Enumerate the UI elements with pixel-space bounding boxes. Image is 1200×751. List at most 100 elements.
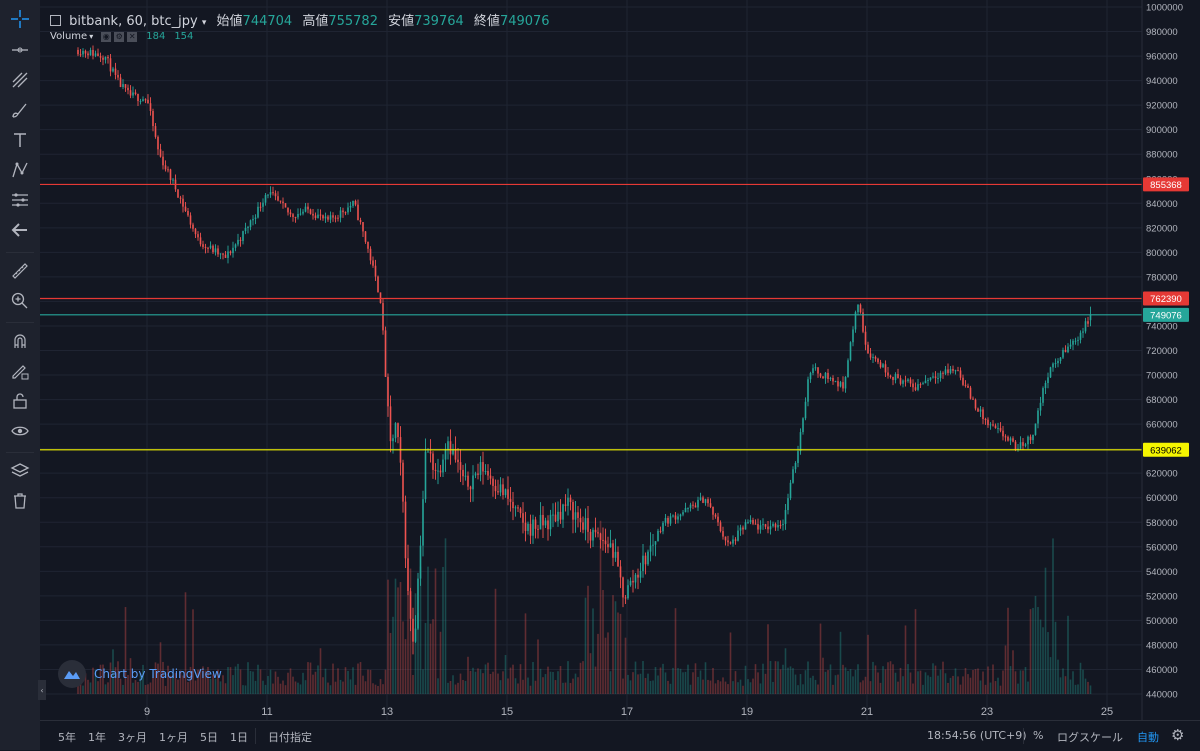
candle-body: [134, 92, 137, 94]
candle-body: [287, 207, 289, 213]
range-1m[interactable]: 1ヶ月: [159, 731, 188, 744]
auto-scale-toggle[interactable]: 自動: [1137, 731, 1159, 744]
volume-bar: [314, 671, 317, 694]
layers-icon[interactable]: [6, 458, 34, 484]
range-1d[interactable]: 1日: [230, 731, 248, 744]
volume-bar: [344, 667, 347, 694]
volume-bar: [334, 681, 337, 694]
volume-bar: [499, 680, 502, 694]
candle-body: [619, 566, 622, 578]
candle-body: [239, 239, 242, 241]
y-tick-label: 720000: [1146, 346, 1178, 357]
range-5d[interactable]: 5日: [200, 731, 218, 744]
clock-time[interactable]: 18:54:56 (UTC+9): [927, 729, 1027, 742]
candle-body: [522, 513, 524, 523]
volume-bar: [467, 656, 469, 694]
range-1y[interactable]: 1年: [88, 731, 106, 744]
candle-body: [444, 449, 447, 460]
volume-bar: [1007, 607, 1009, 694]
candle-body: [807, 379, 809, 402]
collapse-toolbar-icon[interactable]: ‹: [38, 680, 46, 700]
candle-body: [922, 383, 924, 385]
log-scale-toggle[interactable]: ログスケール: [1057, 731, 1123, 744]
volume-bar: [869, 681, 872, 694]
visibility-icon[interactable]: ◉: [101, 31, 112, 42]
volume-bar: [1024, 667, 1027, 694]
price-axis[interactable]: 1000000 980000 960000 940000 920000 900000 880…: [1146, 3, 1183, 701]
gear-icon[interactable]: ⚙: [1171, 726, 1185, 744]
unlock-icon[interactable]: [6, 388, 34, 414]
eye-icon[interactable]: [6, 418, 34, 444]
trend-line-icon[interactable]: [6, 37, 34, 63]
settings-icon[interactable]: ⚙: [114, 31, 125, 42]
volume-bar: [417, 613, 419, 694]
candle-body: [814, 367, 817, 369]
magnet-icon[interactable]: [6, 328, 34, 354]
prediction-icon[interactable]: [6, 187, 34, 213]
candle-body: [802, 418, 804, 433]
range-5y[interactable]: 5年: [58, 731, 76, 744]
y-tick-label: 540000: [1146, 567, 1178, 578]
volume-bar: [992, 664, 994, 694]
range-3m[interactable]: 3ヶ月: [118, 731, 147, 744]
candle-body: [737, 530, 739, 541]
candle-body: [707, 499, 709, 504]
volume-bar: [162, 661, 164, 694]
volume-name[interactable]: Volume: [50, 31, 88, 42]
volume-bar: [907, 664, 909, 694]
candle-body: [262, 202, 264, 207]
volume-bar: [504, 655, 507, 694]
ruler-icon[interactable]: [6, 258, 34, 284]
low-label: 安値: [388, 14, 415, 29]
volume-bar: [612, 595, 614, 694]
candle-body: [92, 49, 94, 56]
volume-bar: [327, 682, 329, 694]
pattern-icon[interactable]: [6, 157, 34, 183]
candle-body: [397, 423, 399, 438]
volume-bar: [672, 667, 674, 694]
candle-body: [407, 558, 409, 592]
volume-bar: [272, 683, 274, 694]
time-axis[interactable]: 9 11 13 15 17 19 21 23 25: [144, 706, 1113, 718]
candle-body: [902, 380, 904, 384]
volume-bar: [849, 669, 852, 694]
zoom-in-icon[interactable]: [6, 288, 34, 314]
volume-chevron-icon[interactable]: ▾: [89, 32, 94, 41]
candle-body: [152, 110, 154, 127]
percent-toggle[interactable]: %: [1033, 729, 1044, 742]
goto-date-button[interactable]: 日付指定: [268, 731, 312, 744]
volume-bar: [297, 682, 299, 694]
candle-body: [269, 192, 272, 195]
chevron-down-icon[interactable]: ▾: [201, 18, 207, 28]
lock-drawing-icon[interactable]: [6, 358, 34, 384]
volume-bar: [172, 673, 174, 694]
tradingview-watermark[interactable]: Chart by TradingView: [58, 660, 222, 688]
volume-bar: [109, 662, 112, 694]
candle-body: [197, 234, 199, 238]
crosshair-icon[interactable]: [6, 6, 34, 32]
remove-icon[interactable]: ✕: [127, 31, 138, 42]
candle-body: [717, 516, 719, 523]
trash-icon[interactable]: [6, 488, 34, 514]
candle-body: [749, 519, 752, 523]
candle-body: [387, 376, 389, 407]
volume-bar: [814, 679, 817, 694]
volume-bar: [517, 683, 519, 694]
candle-body: [924, 380, 927, 384]
collapse-legend-icon[interactable]: [50, 15, 61, 26]
volume-bar: [959, 684, 962, 694]
horizontal-lines[interactable]: [40, 183, 1142, 451]
brush-icon[interactable]: [6, 97, 34, 123]
volume-bar: [879, 682, 882, 694]
text-icon[interactable]: [6, 127, 34, 153]
candle-body: [412, 618, 414, 642]
back-arrow-icon[interactable]: [6, 217, 34, 243]
candle-body: [492, 478, 494, 486]
candle-body: [554, 514, 557, 522]
fib-icon[interactable]: [6, 67, 34, 93]
volume-bar: [89, 682, 92, 694]
symbol-name[interactable]: bitbank, 60, btc_jpy: [69, 14, 198, 29]
price-chart[interactable]: 1000000 980000 960000 940000 920000 900000 880…: [40, 0, 1200, 720]
volume-bar: [404, 639, 407, 694]
candle-body: [119, 77, 122, 88]
